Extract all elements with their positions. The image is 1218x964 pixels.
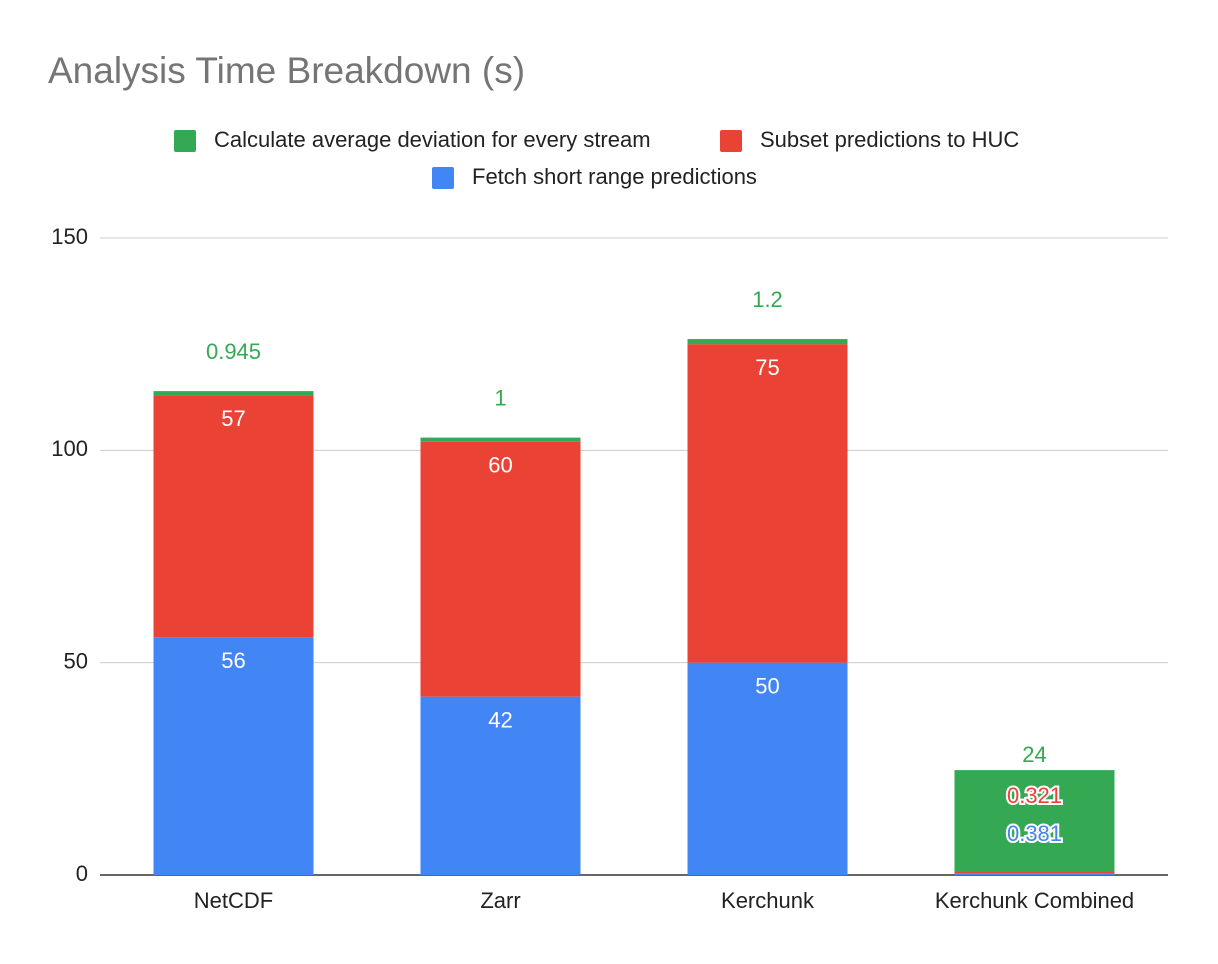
chart-title: Analysis Time Breakdown (s) (48, 50, 525, 91)
x-tick-label: NetCDF (194, 888, 273, 913)
data-label: 75 (755, 355, 779, 380)
y-tick-label: 100 (51, 436, 88, 461)
data-label: 60 (488, 453, 512, 478)
data-label: 56 (221, 648, 245, 673)
y-tick-label: 150 (51, 224, 88, 249)
data-label: 0.381 (1007, 821, 1062, 846)
bar-segment (687, 662, 848, 875)
legend-swatch (720, 130, 742, 152)
x-tick-label: Zarr (480, 888, 520, 913)
data-label: 57 (221, 406, 245, 431)
bar-segment (954, 770, 1115, 873)
bar-segment (687, 344, 848, 663)
data-label: 0.321 (1007, 783, 1062, 808)
bar-segment (687, 339, 848, 345)
bar-segment (954, 872, 1115, 874)
data-label: 0.945 (206, 339, 261, 364)
x-tick-label: Kerchunk Combined (935, 888, 1134, 913)
legend-label: Subset predictions to HUC (760, 127, 1019, 152)
bar-segment (153, 637, 314, 875)
legend-swatch (174, 130, 196, 152)
legend-label: Fetch short range predictions (472, 164, 757, 189)
bar-segment (420, 696, 581, 875)
legend-label: Calculate average deviation for every st… (214, 127, 651, 152)
data-label: 1 (494, 385, 506, 410)
bar-segment (153, 395, 314, 638)
data-label: 50 (755, 673, 779, 698)
bar-segment (153, 391, 314, 396)
data-label: 42 (488, 707, 512, 732)
legend-swatch (432, 167, 454, 189)
data-label: 24 (1022, 742, 1046, 767)
bar-segment (420, 437, 581, 442)
y-tick-label: 50 (64, 648, 88, 673)
y-tick-label: 0 (76, 861, 88, 886)
x-tick-label: Kerchunk (721, 888, 815, 913)
bar-segment (954, 873, 1115, 875)
bar-segment (420, 441, 581, 697)
data-label: 1.2 (752, 287, 783, 312)
